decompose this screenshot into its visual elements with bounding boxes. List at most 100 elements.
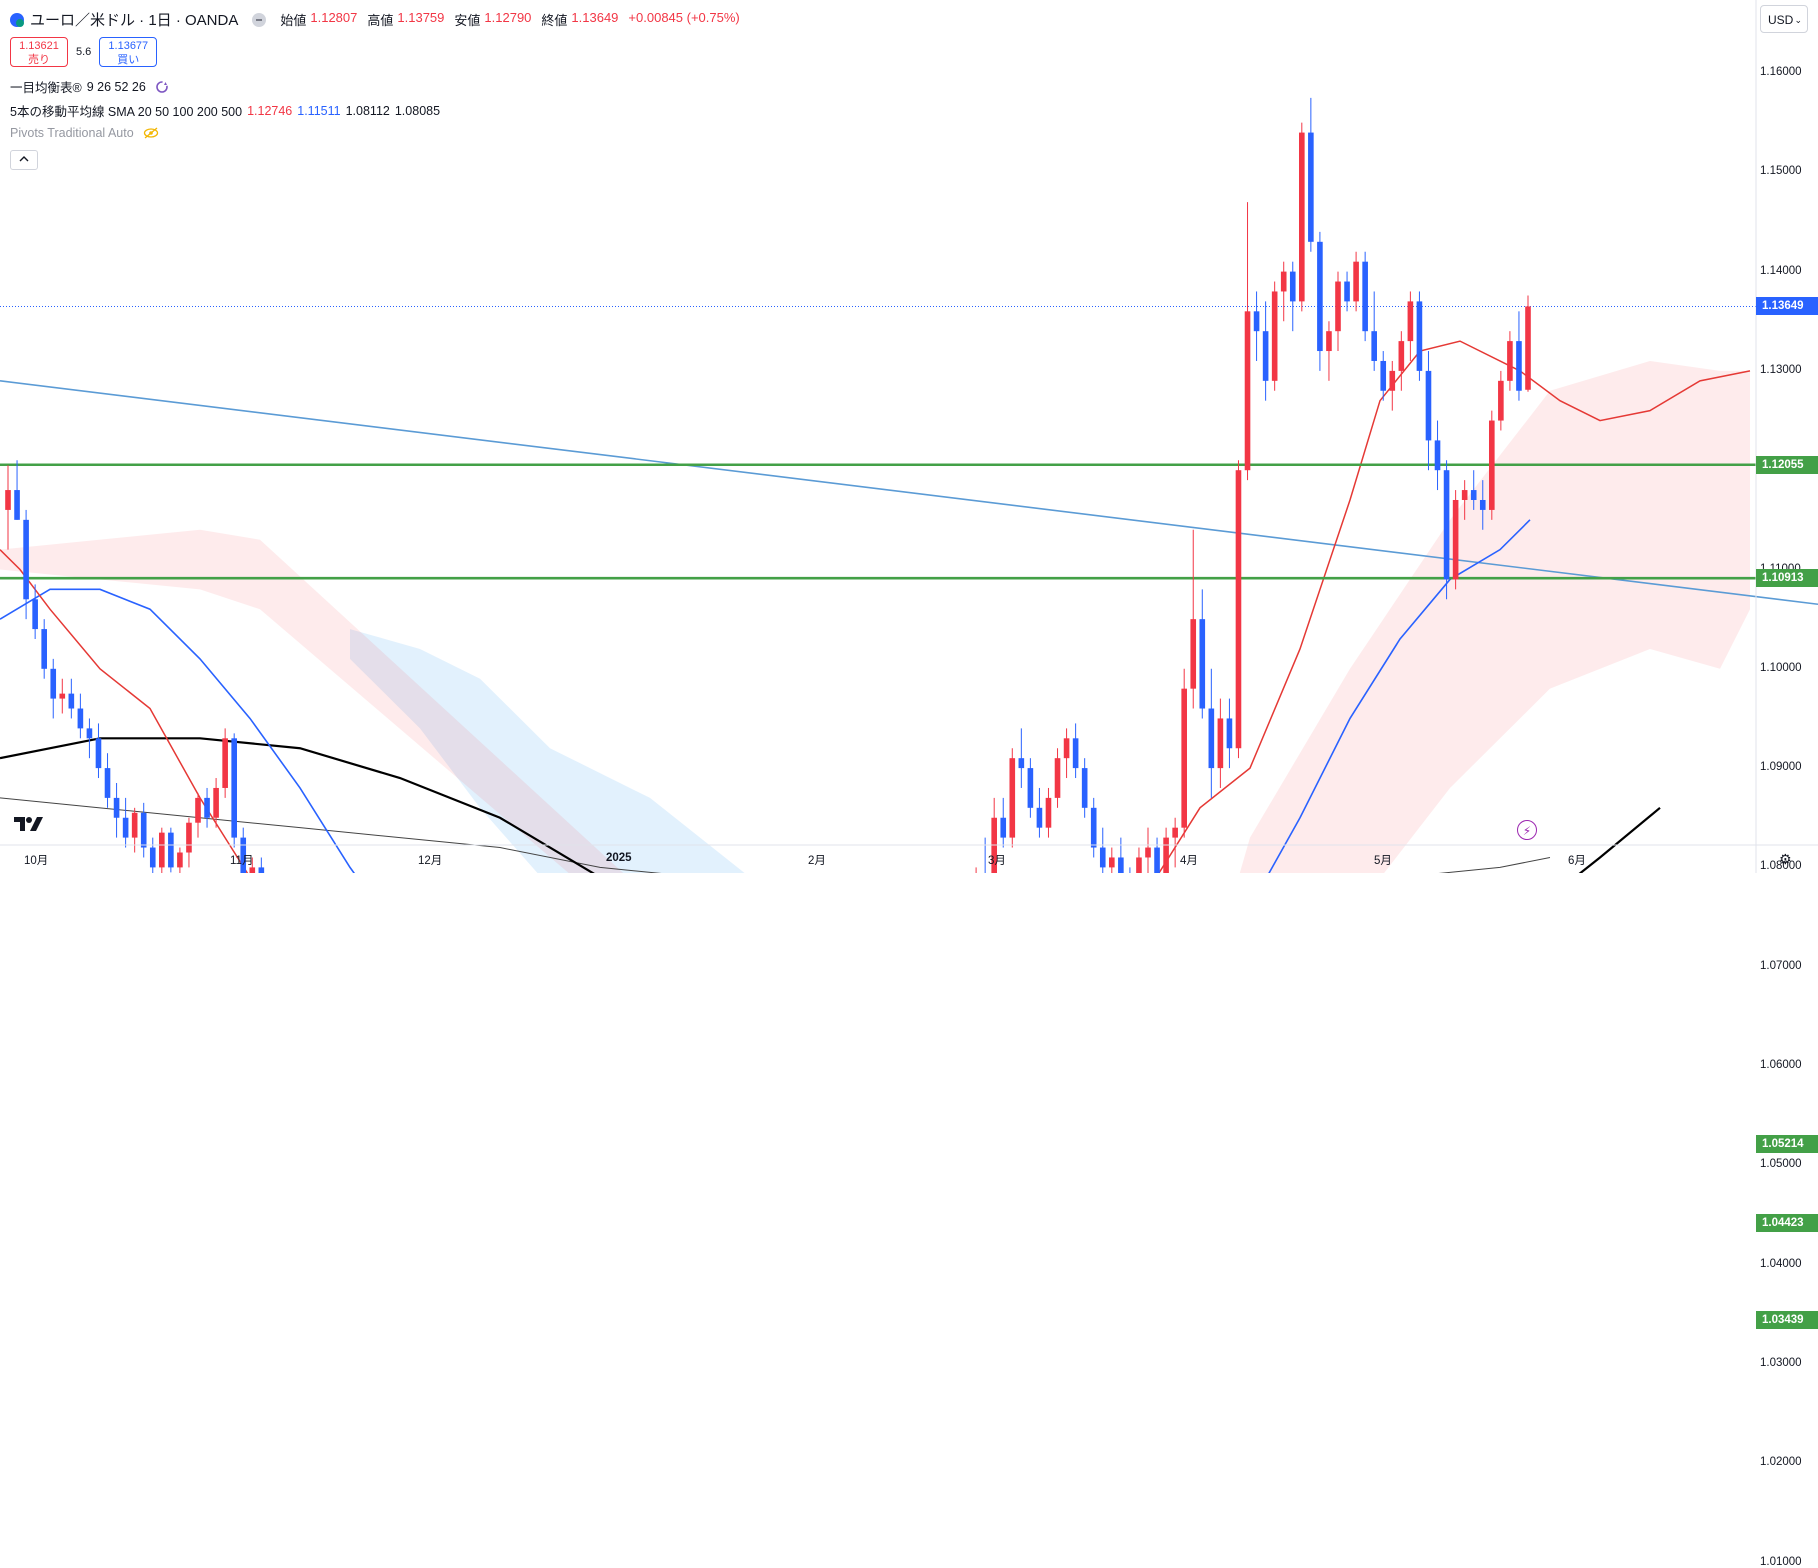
kumo-blue-area [350,629,745,873]
lightning-icon[interactable]: ⚡ [1517,820,1537,840]
candle-body [1208,708,1215,769]
currency-select[interactable]: USD ⌄ [1760,5,1808,33]
close-label: 終値 [541,13,568,28]
candle-body [1371,331,1377,361]
candle-body [149,847,156,868]
candle-body [1136,857,1142,873]
sell-price: 1.13621 [19,40,59,52]
symbol-logo-icon [10,12,24,27]
buy-label: 買い [117,54,140,66]
price-tick-label: 1.02000 [1760,1456,1802,1469]
trade-panel: 1.13621 売り 5.6 1.13677 買い [10,37,158,67]
gear-icon[interactable]: ⚙ [1779,851,1792,867]
pivots-legend[interactable]: Pivots Traditional Auto [10,126,159,140]
candle-body [1000,817,1007,838]
candle-body [213,787,219,818]
time-tick-label: 2月 [808,855,826,867]
symbol-title[interactable]: ユーロ／米ドル · 1日 · OANDA [30,12,239,29]
candle-body [168,832,174,868]
candle-body [177,852,183,868]
price-tick-label: 1.16000 [1760,66,1802,78]
price-tick-label: 1.08000 [1760,860,1802,873]
time-tick-label: 11月 [230,855,254,867]
trendline [0,380,1818,606]
candle-body [1163,837,1169,873]
candle-body [222,738,228,788]
candle-body [59,693,66,699]
candle-body [14,490,20,520]
candle-body [1479,499,1486,510]
time-tick-label: 4月 [1180,855,1198,867]
candle-body [1244,311,1251,471]
low-value: 1.12790 [484,10,532,25]
candle-body [1461,490,1468,500]
candlesticks [5,97,1531,873]
candle-body [186,822,192,853]
tradingview-logo-icon [14,817,43,831]
time-tick-label: 6月 [1568,855,1586,867]
kumo-red-area [0,360,1750,873]
candle-body [1380,360,1387,391]
candle-body [77,708,84,729]
sma50-value: 1.11511 [297,103,341,118]
candle-body [159,832,165,868]
candle-body [249,867,256,873]
minus-icon[interactable] [252,12,267,27]
price-axis-border [0,0,1818,873]
ichimoku-legend[interactable]: 一目均衡表® 9 26 52 26 [10,77,169,96]
candle-body [1317,241,1323,352]
refresh-icon[interactable] [155,80,169,94]
moving-averages [0,340,1818,873]
candle-body [1009,758,1016,838]
candle-body [1271,291,1278,381]
candle-body [1362,261,1368,332]
buy-price: 1.13677 [108,40,149,52]
price-tick-label: 1.14000 [1760,264,1802,277]
candle-body [1118,857,1124,873]
tradingview-logo[interactable] [14,813,44,839]
sma20-line [0,340,1751,873]
price-chart[interactable] [0,0,1818,873]
candle-body [1109,857,1115,868]
sma-legend[interactable]: 5本の移動平均線 SMA 20 50 100 200 500 1.12746 1… [10,101,440,120]
candle-body [1498,380,1504,421]
symbol-header: ユーロ／米ドル · 1日 · OANDA 始値 1.12807 高値 1.13759… [10,9,746,30]
candle-body [1507,341,1513,381]
candle-body [1299,132,1305,302]
candle-body [131,812,138,838]
price-tick-label: 1.07000 [1760,959,1802,972]
candle-body [1308,132,1314,242]
ichimoku-params: 9 26 52 26 [86,79,146,94]
candle-body [1407,301,1414,342]
current-price-tag: 1.13649 [1756,297,1818,316]
candle-body [1470,490,1477,500]
sma200-line [0,797,1551,873]
candle-body [1072,738,1079,769]
buy-button[interactable]: 1.13677 買い [99,37,158,67]
candle-body [195,797,201,823]
candle-body [240,837,247,873]
candle-body [1425,370,1432,441]
candle-body [204,797,210,818]
candle-body [32,599,38,630]
level-price-tag: 1.10913 [1756,569,1818,588]
eye-hidden-icon[interactable] [143,127,159,139]
candle-body [1280,271,1287,292]
sell-button[interactable]: 1.13621 売り [10,37,68,67]
collapse-legend-button[interactable] [10,150,38,170]
sma20-value: 1.12746 [247,103,293,118]
open-value: 1.12807 [310,10,358,25]
level-price-tag: 1.05214 [1756,1135,1818,1154]
candle-body [1253,311,1260,332]
candle-body [1525,306,1531,390]
candle-body [1063,738,1070,759]
candle-body [1154,847,1160,873]
time-tick-label: 12月 [418,855,443,867]
candle-body [1090,807,1097,848]
candle-body [41,629,47,669]
sma50-line [0,519,1531,873]
candle-body [1443,470,1450,580]
sell-label: 売り [28,54,50,66]
candle-body [1054,758,1061,798]
sma100-line [0,737,1661,873]
